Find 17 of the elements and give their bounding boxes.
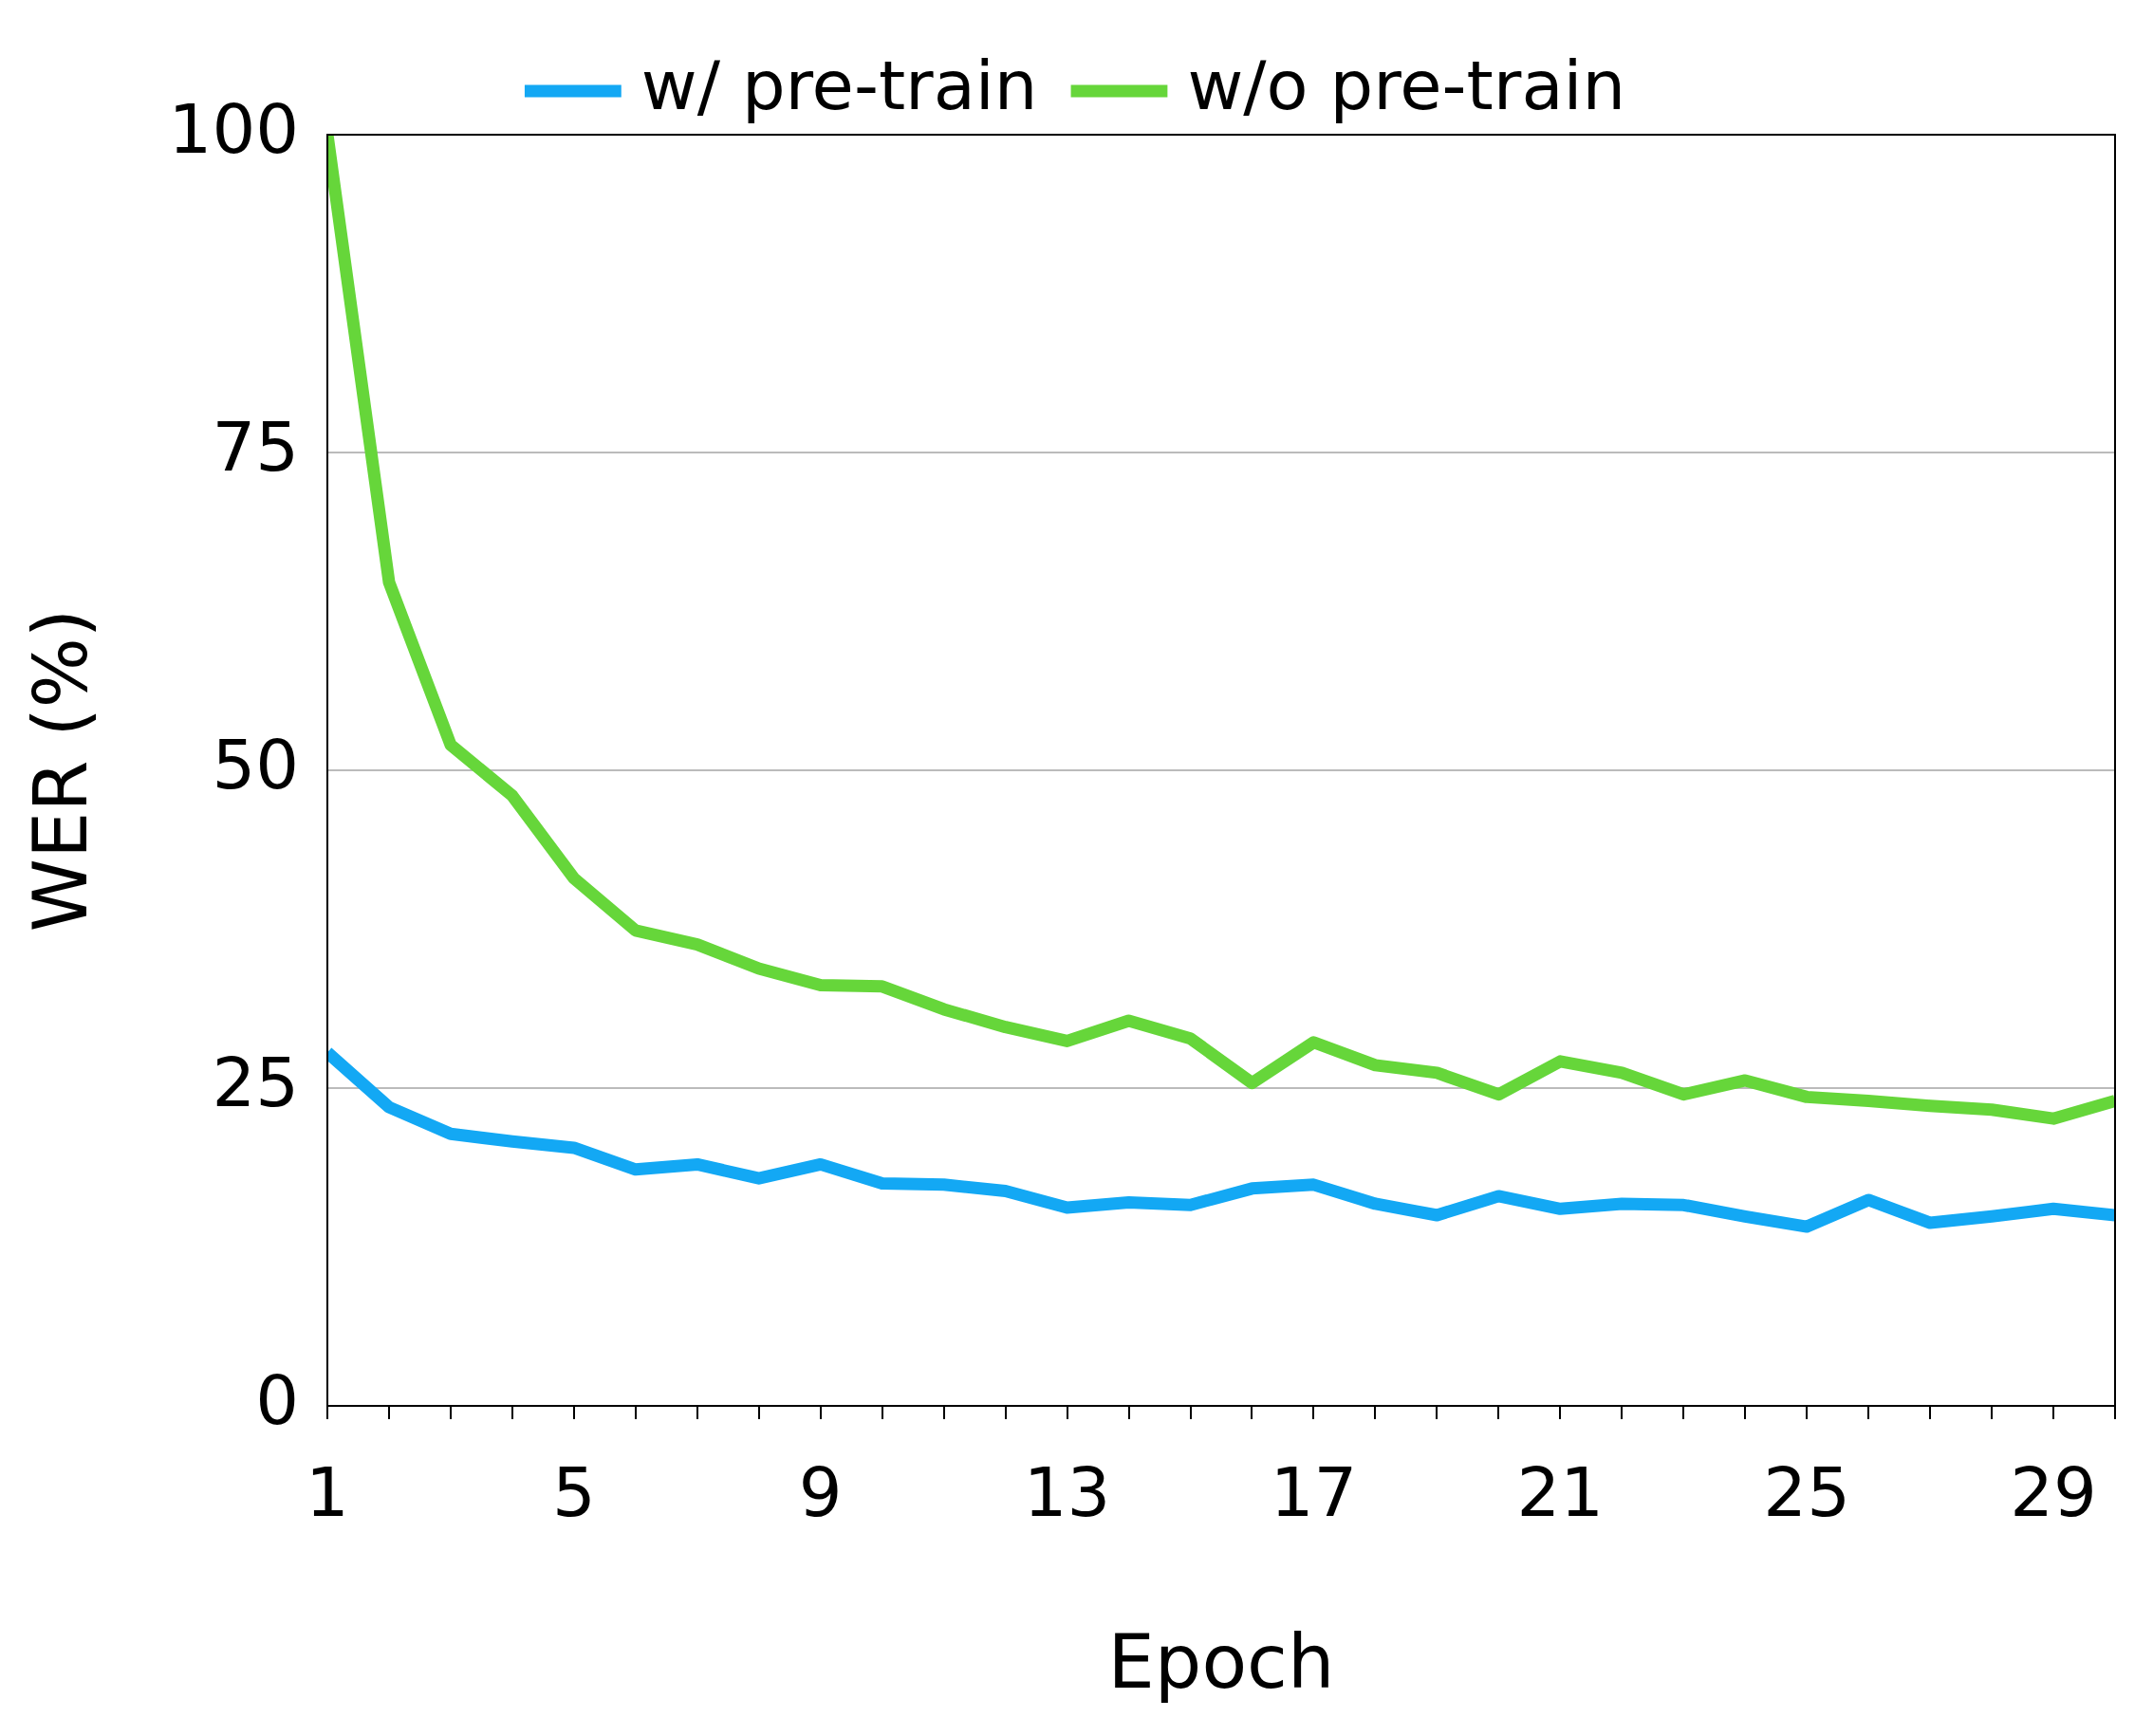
x-tick-label: 9 xyxy=(798,1451,843,1532)
x-tick-label: 21 xyxy=(1516,1451,1605,1532)
x-tick-label: 25 xyxy=(1763,1451,1850,1532)
y-tick-label: 25 xyxy=(212,1042,300,1122)
x-tick-label: 1 xyxy=(306,1451,349,1532)
y-axis-title: WER (%) xyxy=(18,608,104,933)
legend-label: w/o pre-train xyxy=(1187,45,1626,125)
y-tick-label: 100 xyxy=(168,88,300,169)
y-tick-label: 0 xyxy=(255,1359,300,1440)
y-tick-label: 50 xyxy=(212,724,300,804)
x-tick-label: 13 xyxy=(1023,1451,1111,1532)
x-axis-title: Epoch xyxy=(1107,1619,1335,1706)
y-tick-label: 75 xyxy=(212,406,300,487)
x-tick-label: 29 xyxy=(2010,1451,2097,1532)
x-tick-label: 5 xyxy=(551,1451,596,1532)
legend-label: w/ pre-train xyxy=(640,45,1038,125)
x-tick-label: 17 xyxy=(1270,1451,1358,1532)
